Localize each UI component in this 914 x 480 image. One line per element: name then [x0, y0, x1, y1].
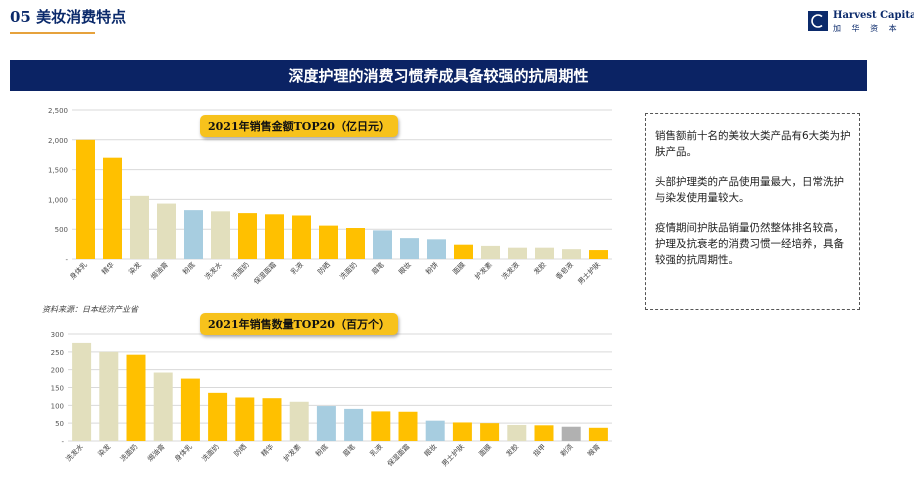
x-category-label: 剃须	[558, 442, 574, 458]
section-title-underline	[10, 32, 95, 34]
y-tick-label: 2,500	[48, 107, 68, 115]
x-category-label: 喉膏	[586, 442, 602, 458]
sales-volume-chart-svg: -50100150200250300洗发水 染发 洗面奶 焗油膏 身体乳 洗面奶 防晒 精华护…	[51, 331, 612, 468]
logo-mark-icon	[808, 11, 828, 31]
bar-amount-9	[292, 215, 311, 259]
x-category-label: 发胶	[504, 442, 520, 458]
bar-amount-15	[454, 244, 473, 259]
sales-amount-chart-title: 2021年销售金额TOP20（亿日元）	[200, 115, 398, 137]
y-tick-label: 100	[51, 402, 64, 410]
x-category-label: 粉底	[314, 442, 330, 458]
bar-volume-17	[507, 424, 527, 441]
bar-volume-12	[371, 411, 391, 441]
bar-amount-18	[535, 247, 554, 259]
sales-amount-chart-svg: -5001,0001,5002,0002,500身体乳 精华 染发 焗油膏 粉底 洗发水洗…	[48, 107, 612, 286]
y-tick-label: 250	[51, 349, 64, 357]
x-category-label: 洗面奶	[118, 442, 139, 463]
data-source: 资料来源：日本经济产业省	[42, 305, 138, 314]
x-category-label: 精华	[259, 442, 275, 458]
bar-volume-4	[153, 372, 173, 441]
bar-volume-6	[208, 392, 228, 441]
bar-volume-2	[99, 351, 119, 441]
bar-volume-10	[316, 406, 336, 441]
section-title: 05 美妆消费特点	[10, 8, 127, 26]
x-category-label: 身体乳	[173, 442, 194, 463]
x-category-label: 保湿面霜	[385, 442, 411, 468]
slide-banner: 深度护理的消费习惯养成具备较强的抗周期性	[10, 60, 867, 91]
x-category-label: 眼妆	[422, 442, 438, 458]
bar-amount-16	[481, 245, 500, 259]
bar-volume-5	[180, 378, 200, 441]
bar-amount-17	[508, 247, 527, 259]
bar-volume-13	[398, 411, 418, 441]
x-category-label: 指甲	[531, 442, 547, 458]
bar-volume-16	[480, 423, 500, 441]
x-category-label: 洗面奶	[200, 442, 221, 463]
bar-amount-3	[130, 195, 149, 259]
logo-name-en: Harvest Capital	[833, 10, 914, 21]
bar-volume-14	[425, 420, 445, 441]
insight-note-box: 销售额前十名的美妆大类产品有6大类为护肤产品。 头部护理类的产品使用量最大，日常…	[645, 113, 860, 310]
bar-amount-1	[76, 139, 95, 259]
bar-amount-19	[562, 249, 581, 259]
bar-amount-11	[346, 228, 365, 259]
insight-note-3: 疫情期间护肤品销量仍然整体排名较高，护理及抗衰老的消费习惯一经培养，具备较强的抗…	[655, 222, 844, 266]
x-category-label: 男士护肤	[440, 442, 466, 468]
sales-volume-chart-title: 2021年销售数量TOP20（百万个）	[200, 313, 398, 335]
x-category-label: 染发	[96, 442, 112, 458]
y-tick-label: 300	[51, 331, 64, 339]
bar-volume-1	[72, 342, 92, 441]
bar-amount-2	[103, 157, 122, 259]
bar-amount-14	[427, 239, 446, 259]
logo-name-cn: 加 华 资 本	[833, 24, 901, 33]
x-category-label: 护发素	[281, 442, 302, 463]
company-logo: Harvest Capital 加 华 资 本	[808, 9, 914, 35]
x-category-label: 防晒	[232, 442, 248, 458]
y-tick-label: 50	[55, 420, 64, 428]
x-category-label: 洗发水	[64, 442, 85, 463]
bar-volume-9	[289, 401, 309, 441]
bar-volume-11	[344, 408, 364, 441]
bar-amount-13	[400, 238, 419, 259]
bar-amount-6	[211, 211, 230, 259]
y-tick-label: -	[65, 256, 68, 264]
x-category-label: 焗油膏	[145, 442, 166, 463]
bar-amount-4	[157, 203, 176, 259]
y-tick-label: 200	[51, 367, 64, 375]
bar-volume-3	[126, 354, 146, 441]
y-tick-label: 500	[55, 226, 68, 234]
y-tick-label: 1,000	[48, 196, 68, 204]
insight-note-2: 头部护理类的产品使用量最大，日常洗护与染发使用量较大。	[655, 176, 844, 204]
bar-amount-7	[238, 213, 257, 259]
bar-volume-19	[561, 426, 581, 441]
y-tick-label: 2,000	[48, 137, 68, 145]
bar-volume-7	[235, 397, 255, 441]
insight-note-1: 销售额前十名的美妆大类产品有6大类为护肤产品。	[655, 130, 851, 158]
bar-amount-12	[373, 230, 392, 259]
bar-amount-8	[265, 214, 284, 259]
x-category-label: 眉笔	[341, 442, 357, 458]
bar-volume-20	[588, 427, 608, 441]
x-category-label: 乳液	[368, 442, 384, 458]
y-tick-label: -	[61, 438, 64, 446]
bar-amount-10	[319, 225, 338, 259]
y-tick-label: 1,500	[48, 167, 68, 175]
bar-volume-15	[452, 422, 472, 441]
bar-volume-18	[534, 425, 554, 441]
y-tick-label: 150	[51, 385, 64, 393]
bar-amount-20	[589, 250, 608, 259]
bar-amount-5	[184, 210, 203, 259]
bar-volume-8	[262, 398, 282, 441]
x-category-label: 面膜	[477, 442, 493, 458]
